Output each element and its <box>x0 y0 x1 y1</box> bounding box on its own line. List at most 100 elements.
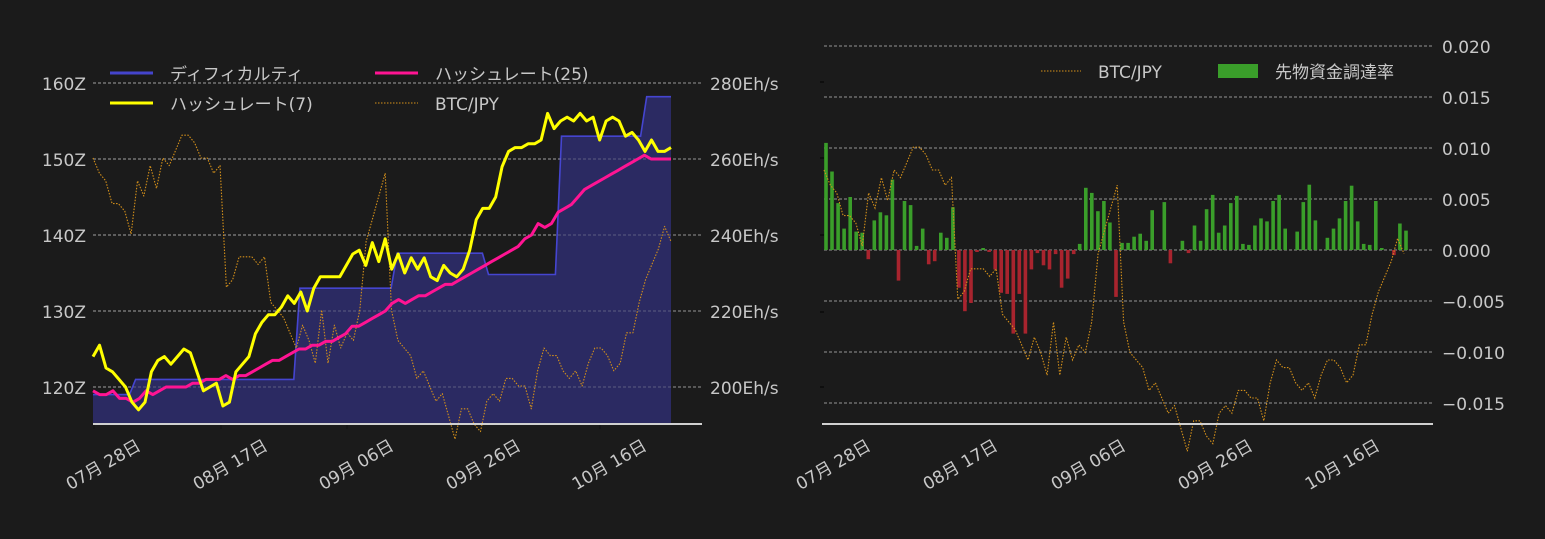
funding-rate-bar <box>1071 250 1076 255</box>
funding-rate-bar <box>1380 248 1384 250</box>
x-axis-tick-label: 10月 16日 <box>569 436 651 495</box>
funding-rate-bar <box>1404 230 1408 250</box>
funding-rate-bar <box>1313 220 1318 250</box>
right-axis-tick-label: 0.005 <box>1442 191 1491 211</box>
funding-rate-bar <box>1041 250 1046 266</box>
funding-rate-bar <box>932 250 937 262</box>
funding-rate-bar <box>1114 250 1118 297</box>
funding-rate-bar <box>908 205 913 250</box>
funding-rate-bar <box>1053 250 1058 255</box>
legend-label-0: BTC/JPY <box>1098 63 1163 83</box>
funding-rate-bar <box>824 142 828 250</box>
funding-rate-bar <box>1349 185 1354 250</box>
funding-rate-bar <box>1392 250 1396 256</box>
funding-rate-bar <box>866 250 871 260</box>
difficulty-area <box>93 96 671 423</box>
funding-rate-bar <box>1017 250 1022 294</box>
hashrate-chart-canvas: 120Z 200Eh/s 130Z 220Eh/s 140Z 240Eh/s 150Z 260… <box>42 64 779 495</box>
funding-rate-bar <box>926 250 931 265</box>
funding-rate-bar <box>957 250 961 288</box>
funding-rate-bar <box>1241 243 1245 250</box>
legend: ディフィカルティ ハッシュレート(25) ハッシュレート(7) BTC/JPY <box>110 64 589 115</box>
funding-rate-bar <box>1247 244 1251 250</box>
funding-rate-bar <box>1162 202 1167 250</box>
funding-rate-bar <box>1307 184 1312 250</box>
funding-rate-bar <box>920 228 925 250</box>
funding-rate-bar <box>1210 194 1215 250</box>
right-axis-tick-label: −0.010 <box>1442 344 1505 364</box>
funding-rate-bar <box>1029 250 1034 270</box>
x-axis-tick-label: 09月 06日 <box>316 436 398 495</box>
left-axis-tick-label: 150Z <box>42 151 86 171</box>
right-axis-tick-label: 0.015 <box>1442 89 1491 109</box>
hashrate-7-line <box>91 111 672 412</box>
right-axis-tick-label: 220Eh/s <box>710 303 779 323</box>
legend-label-1: ハッシュレート(25) <box>435 65 589 85</box>
funding-rate-bar <box>1259 218 1263 250</box>
right-axis-tick-label: 0.020 <box>1442 38 1491 58</box>
funding-rate-bar <box>945 237 949 250</box>
btc-jpy-line <box>92 134 672 440</box>
hashrate-difficulty-chart: 120Z 200Eh/s 130Z 220Eh/s 140Z 240Eh/s 150Z 260… <box>42 64 779 495</box>
funding-rate-bar <box>854 231 858 250</box>
left-axis-tick-label: 130Z <box>42 303 86 323</box>
funding-rate-bar <box>896 250 901 281</box>
funding-rate-bar <box>1398 223 1402 250</box>
funding-rate-bar <box>1047 250 1052 270</box>
funding-rate-bar <box>1325 237 1330 250</box>
x-axis-tick-label: 10月 16日 <box>1302 436 1384 495</box>
funding-rate-bar <box>1283 228 1287 250</box>
right-axis-tick-label: −0.015 <box>1442 395 1505 415</box>
funding-rate-bar <box>842 228 846 250</box>
funding-rate-bar <box>1065 250 1070 279</box>
funding-rate-bar <box>963 250 967 312</box>
funding-rate-bar <box>1295 231 1299 250</box>
funding-rate-bar <box>993 250 997 270</box>
funding-rate-bar <box>1253 225 1257 250</box>
funding-rate-bar <box>1229 203 1233 250</box>
funding-rate-bar <box>999 250 1003 293</box>
funding-rate-bar <box>1005 250 1009 294</box>
funding-rate-bar <box>981 248 985 250</box>
funding-rate-bar <box>1023 250 1028 334</box>
legend-label-1: 先物資金調達率 <box>1275 63 1394 83</box>
right-axis-tick-label: 0.000 <box>1442 242 1491 262</box>
funding-rate-bar <box>872 220 877 250</box>
funding-rate-bar <box>1301 202 1306 250</box>
funding-rate-bar <box>1331 228 1336 250</box>
left-axis-tick-label: 140Z <box>42 227 86 247</box>
funding-rate-bar <box>1126 242 1130 250</box>
right-axis-tick-label: 260Eh/s <box>710 151 779 171</box>
funding-rate-bar <box>1367 244 1372 250</box>
funding-rate-chart-canvas: 0.020 0.015 0.010 0.005 0.000 −0.005 −0.010 −0.… <box>793 38 1505 495</box>
funding-rate-bar <box>860 232 864 250</box>
funding-rate-bar <box>1235 195 1239 250</box>
funding-rate-bar <box>1277 194 1281 250</box>
funding-rate-bar <box>902 201 907 250</box>
right-axis-tick-label: 240Eh/s <box>710 227 779 247</box>
x-axis-tick-label: 09月 06日 <box>1048 436 1130 495</box>
funding-rate-bar <box>830 171 834 250</box>
right-axis-tick-label: 0.010 <box>1442 140 1491 160</box>
right-axis-tick-label: 200Eh/s <box>710 379 779 399</box>
funding-rate-bar <box>890 179 895 250</box>
funding-rate-bar <box>1138 233 1142 250</box>
funding-rate-bar <box>1361 243 1366 250</box>
legend-label-3: BTC/JPY <box>435 95 500 115</box>
funding-rate-bar <box>1186 250 1191 254</box>
funding-rate-bar <box>1150 210 1154 250</box>
funding-rate-bar <box>1102 201 1106 250</box>
funding-rate-bar <box>1059 250 1064 288</box>
funding-rate-bar <box>1144 240 1148 250</box>
legend-swatch-1 <box>1218 64 1258 78</box>
funding-rate-bar <box>914 245 919 250</box>
left-axis-tick-label: 160Z <box>42 75 86 95</box>
x-axis-tick-label: 09月 26日 <box>443 436 525 495</box>
funding-rate-bar <box>951 207 955 250</box>
funding-rate-bar <box>939 232 943 250</box>
hashrate-25-line <box>92 153 671 404</box>
legend-label-0: ディフィカルティ <box>170 64 303 85</box>
difficulty-line <box>93 95 671 396</box>
funding-rate-bar <box>969 250 973 303</box>
funding-rate-bar <box>878 212 883 250</box>
